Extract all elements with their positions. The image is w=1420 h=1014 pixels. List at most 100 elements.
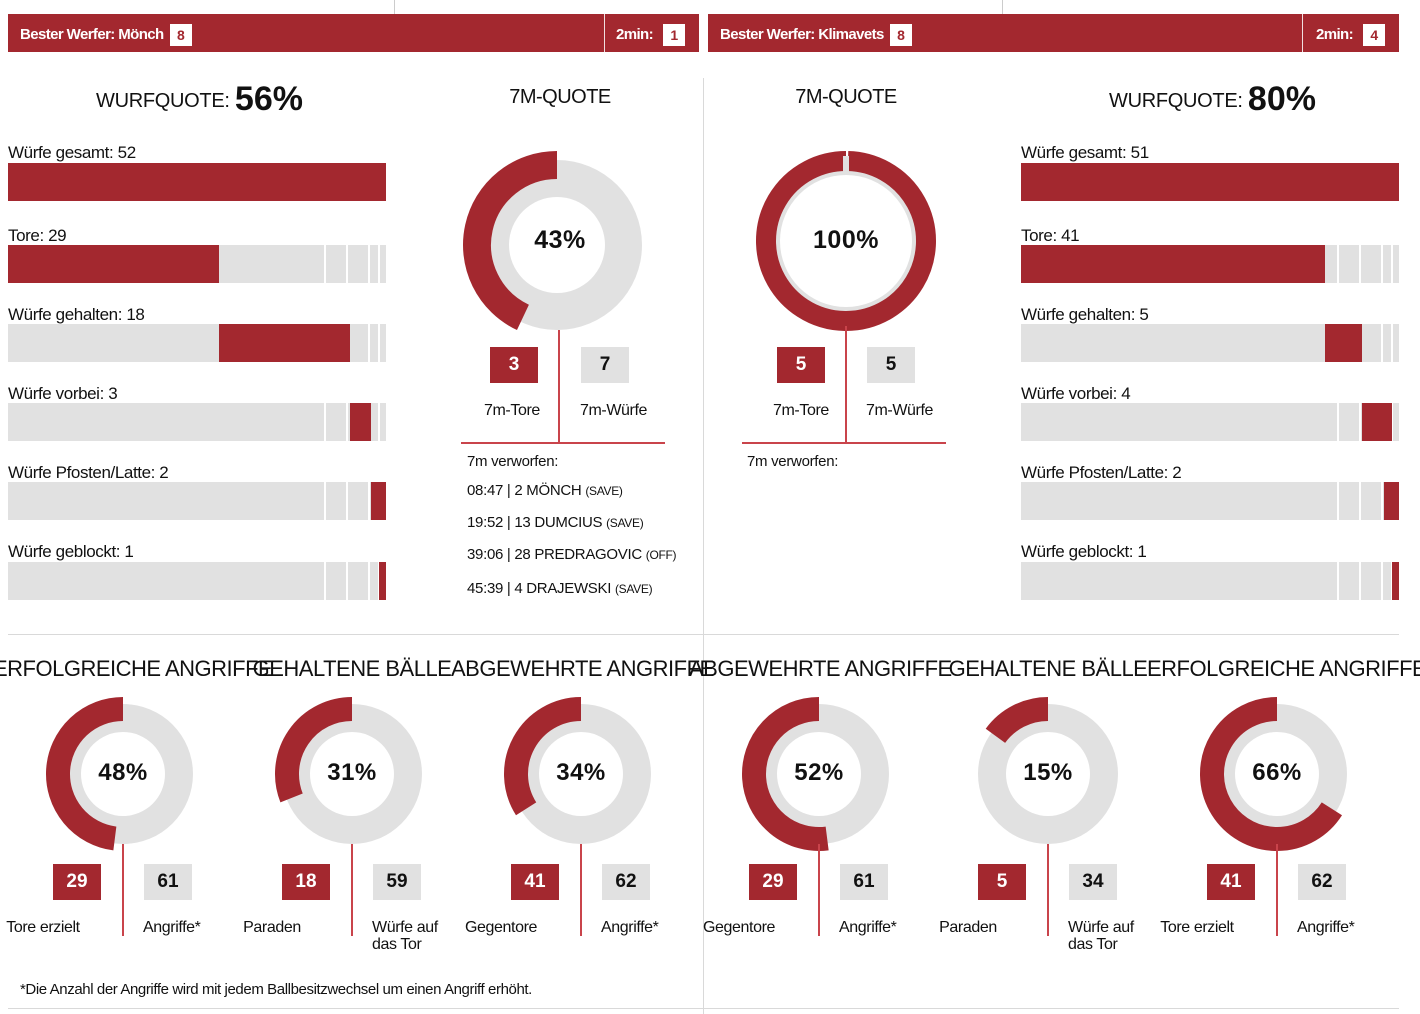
- bar-track: [1021, 163, 1399, 201]
- bar-tick: [324, 403, 326, 441]
- seven-m-attempts: 7: [581, 347, 629, 383]
- value-b-label: Würfe auf das Tor: [372, 919, 438, 953]
- missed-entry: 19:52 | 13 DUMCIUS (SAVE): [467, 514, 644, 531]
- seven-m-goals-label: 7m-Tore: [484, 402, 540, 419]
- bar-tick: [1337, 482, 1339, 520]
- seven-m-goals: 3: [490, 347, 538, 383]
- chart-title: ERFOLGREICHE ANGRIFFE: [0, 656, 273, 681]
- bar-fill: [1021, 163, 1399, 201]
- bar-fill: [8, 245, 219, 283]
- bar-fill: [1384, 482, 1399, 520]
- value-a: 5: [978, 864, 1026, 900]
- seven-m-pct: 43%: [534, 226, 586, 254]
- bar-tick: [1391, 245, 1393, 283]
- bar-track: [1021, 324, 1399, 362]
- chart-title: ABGEWEHRTE ANGRIFFE: [451, 656, 714, 681]
- bar-fill: [1391, 562, 1399, 600]
- seven-m-donut-left: [463, 151, 642, 331]
- value-a: 18: [282, 864, 330, 900]
- bar-fill: [218, 324, 350, 362]
- bar-label: Tore: 29: [8, 226, 67, 245]
- donut-pct-label: 52%: [794, 759, 844, 786]
- value-b: 59: [373, 864, 421, 900]
- chart-title: ABGEWEHRTE ANGRIFFE: [689, 656, 952, 681]
- chart-title: ERFOLGREICHE ANGRIFFE: [1147, 656, 1420, 681]
- donut-pct-label: 66%: [1252, 759, 1302, 786]
- best-thrower-goals: 8: [169, 24, 192, 46]
- bar-track: [8, 482, 386, 520]
- bar-label: Würfe gesamt: 52: [8, 143, 136, 162]
- missed-entry-text: 45:39 | 4 DRAJEWSKI: [467, 580, 615, 597]
- bar-label: Würfe Pfosten/Latte: 2: [1021, 463, 1182, 482]
- bar-tick: [368, 245, 370, 283]
- donut-arc: [1200, 697, 1342, 851]
- bar-tick: [1381, 245, 1383, 283]
- attack-donut: [275, 697, 422, 844]
- donut-hole: [509, 197, 605, 293]
- missed-entry-text: 08:47 | 2 MÖNCH: [467, 482, 586, 499]
- bottom-separator: [8, 1008, 1399, 1009]
- bar-fill: [1324, 324, 1362, 362]
- value-b: 61: [840, 864, 888, 900]
- header-left: Bester Werfer: Mönch 8 2min: 1: [8, 14, 699, 52]
- donut-hole: [780, 175, 912, 307]
- section-separator: [8, 634, 1399, 635]
- center-separator: [703, 78, 704, 1014]
- value-b: 61: [144, 864, 192, 900]
- divider-line: [351, 844, 353, 936]
- bar-tick: [1391, 324, 1393, 362]
- seven-m-donut-right: [756, 151, 936, 331]
- bar-tick: [378, 403, 380, 441]
- bar-tick: [324, 562, 326, 600]
- missed-entry-tag: (SAVE): [606, 516, 644, 530]
- value-a: 41: [1207, 864, 1255, 900]
- donut-hole: [777, 732, 861, 816]
- header-divider: [1302, 14, 1303, 52]
- top-divider: [394, 0, 395, 14]
- bar-label: Würfe geblockt: 1: [1021, 542, 1147, 561]
- bar-track: [8, 163, 386, 201]
- bar-tick: [368, 562, 370, 600]
- missed-entry-tag: (SAVE): [614, 582, 653, 596]
- divider-line: [558, 330, 560, 442]
- donut-arc: [985, 697, 1049, 744]
- top-divider: [1002, 0, 1003, 14]
- value-b-label: Angriffe*: [1297, 919, 1355, 936]
- bar-fill: [1361, 403, 1392, 441]
- donut-hole: [1006, 732, 1090, 816]
- seven-m-attempts-label: 7m-Würfe: [580, 402, 648, 419]
- wurfquote-left: WURFQUOTE: 56%: [96, 80, 303, 118]
- header-divider: [604, 14, 605, 52]
- divider-line: [122, 844, 124, 936]
- donut-hole: [310, 732, 394, 816]
- bar-tick: [324, 245, 326, 283]
- best-thrower-label: Bester Werfer: Klimavets: [720, 25, 884, 43]
- bar-tick: [378, 245, 380, 283]
- bar-track: [1021, 562, 1399, 600]
- bar-label: Würfe vorbei: 3: [8, 384, 118, 403]
- chart-title: GEHALTENE BÄLLE: [252, 656, 452, 681]
- header-right: Bester Werfer: Klimavets 8 2min: 4: [708, 14, 1399, 52]
- best-thrower-goals: 8: [889, 24, 912, 46]
- donut-arc: [756, 151, 936, 331]
- two-min-value: 1: [663, 24, 686, 46]
- attack-donut: [46, 697, 193, 851]
- bar-fill: [349, 403, 372, 441]
- bar-label: Würfe vorbei: 4: [1021, 384, 1131, 403]
- bar-tick: [1359, 482, 1361, 520]
- wurfquote-value: 56%: [234, 80, 303, 118]
- seven-m-goals-label: 7m-Tore: [773, 402, 829, 419]
- bar-fill: [378, 562, 386, 600]
- donut-pct-label: 15%: [1023, 759, 1073, 786]
- bar-fill: [371, 482, 386, 520]
- donut-hole: [81, 732, 165, 816]
- bar-track: [1021, 482, 1399, 520]
- footnote: *Die Anzahl der Angriffe wird mit jedem …: [20, 981, 532, 998]
- bar-track: [8, 562, 386, 600]
- seven-m-missed-title: 7m verworfen:: [467, 453, 559, 470]
- bar-tick: [1337, 403, 1339, 441]
- value-a-label: Gegentore: [464, 919, 537, 936]
- bar-tick: [368, 482, 370, 520]
- bar-tick: [1381, 562, 1383, 600]
- bar-track: [1021, 403, 1399, 441]
